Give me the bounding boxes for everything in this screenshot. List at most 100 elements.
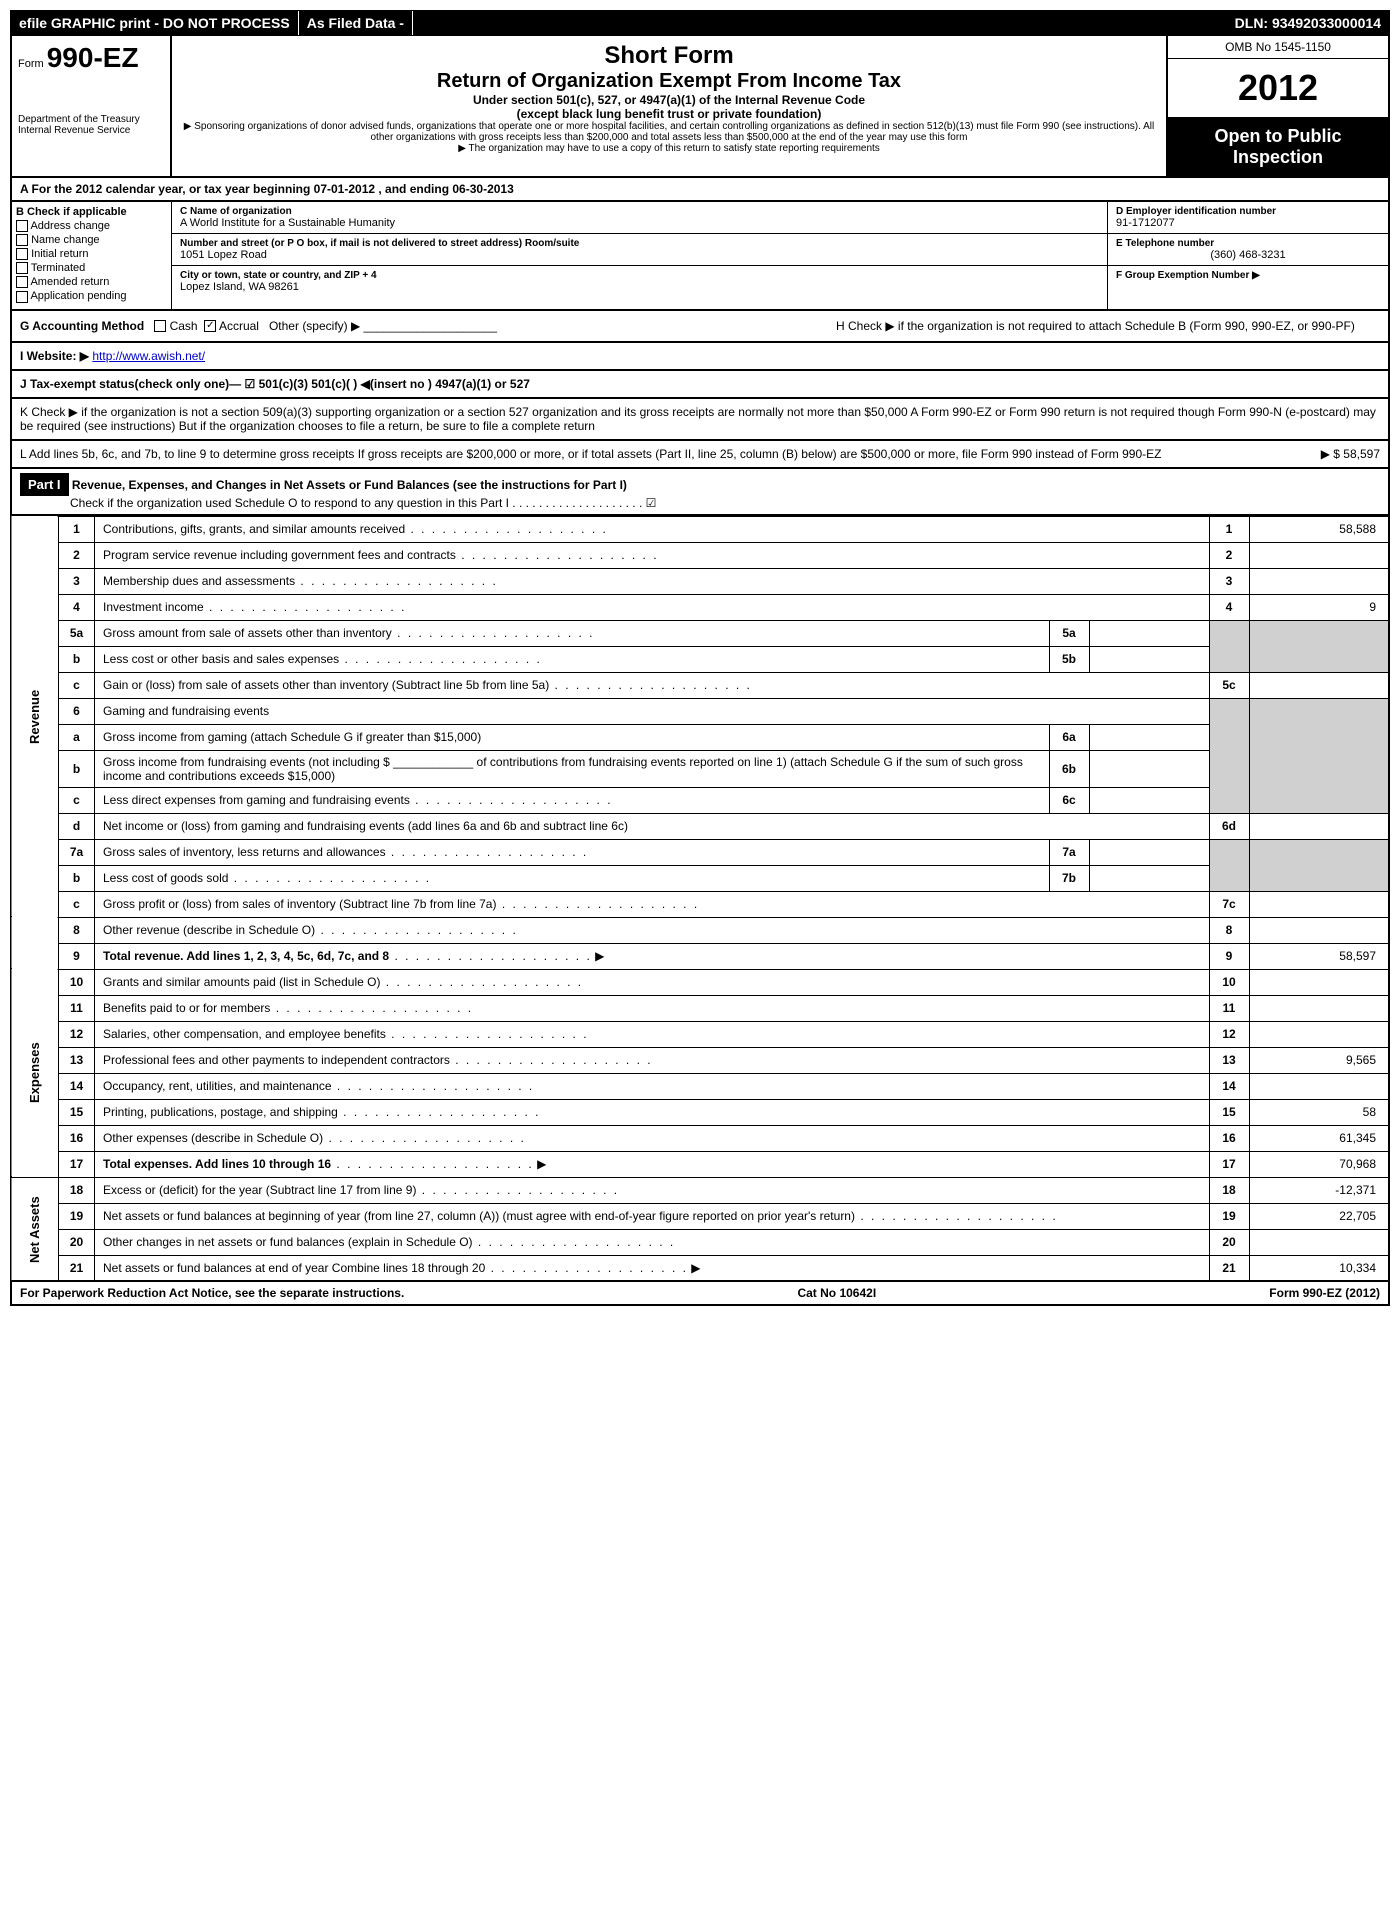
line-9: 9 Total revenue. Add lines 1, 2, 3, 4, 5… (11, 943, 1389, 969)
part-i-label: Part I (20, 473, 69, 496)
footer: For Paperwork Reduction Act Notice, see … (10, 1282, 1390, 1306)
row-j: J Tax-exempt status(check only one)— ☑ 5… (10, 371, 1390, 399)
line-16: 16 Other expenses (describe in Schedule … (11, 1125, 1389, 1151)
chk-name: Name change (16, 234, 167, 246)
section-a: A For the 2012 calendar year, or tax yea… (10, 178, 1390, 202)
section-a-text: A For the 2012 calendar year, or tax yea… (20, 182, 514, 196)
header-mid: Short Form Return of Organization Exempt… (172, 36, 1168, 176)
line-20: 20 Other changes in net assets or fund b… (11, 1229, 1389, 1255)
row-bcd: B Check if applicable Address change Nam… (10, 202, 1390, 311)
row-k: K Check ▶ if the organization is not a s… (10, 399, 1390, 441)
org-name: A World Institute for a Sustainable Huma… (180, 217, 1099, 229)
part-i-header-row: Part I Revenue, Expenses, and Changes in… (10, 469, 1390, 516)
line-1: Revenue 1 Contributions, gifts, grants, … (11, 516, 1389, 542)
line-6c: c Less direct expenses from gaming and f… (11, 787, 1389, 813)
revenue-sidelabel: Revenue (11, 516, 59, 917)
expenses-sidelabel: Expenses (11, 969, 59, 1177)
short-form-title: Short Form (182, 42, 1156, 70)
form-number: 990-EZ (47, 42, 139, 73)
line-7b: b Less cost of goods sold 7b (11, 865, 1389, 891)
part-i-title: Revenue, Expenses, and Changes in Net As… (72, 478, 627, 492)
part-i-check: Check if the organization used Schedule … (70, 496, 656, 510)
line-12: 12 Salaries, other compensation, and emp… (11, 1021, 1389, 1047)
acct-method-label: G Accounting Method (20, 319, 144, 333)
subtitle-2: (except black lung benefit trust or priv… (182, 107, 1156, 121)
website-label: I Website: ▶ (20, 349, 89, 363)
dept-treasury: Department of the Treasury (18, 114, 164, 125)
column-c: C Name of organization A World Institute… (172, 202, 1108, 309)
footer-mid: Cat No 10642I (797, 1286, 876, 1300)
row-g: G Accounting Method Cash ✓ Accrual Other… (20, 319, 836, 333)
note-1: ▶ Sponsoring organizations of donor advi… (182, 121, 1156, 143)
ein-row: D Employer identification number 91-1712… (1108, 202, 1388, 234)
topbar: efile GRAPHIC print - DO NOT PROCESS As … (10, 10, 1390, 36)
org-name-row: C Name of organization A World Institute… (172, 202, 1107, 234)
org-name-label: C Name of organization (180, 206, 1099, 217)
ein: 91-1712077 (1116, 217, 1380, 229)
tel: (360) 468-3231 (1116, 249, 1380, 261)
return-title: Return of Organization Exempt From Incom… (182, 70, 1156, 93)
line-11: 11 Benefits paid to or for members 11 (11, 995, 1389, 1021)
line-5b: b Less cost or other basis and sales exp… (11, 646, 1389, 672)
chk-pending: Application pending (16, 290, 167, 302)
tax-exempt-text: J Tax-exempt status(check only one)— ☑ 5… (20, 377, 530, 391)
row-gh: G Accounting Method Cash ✓ Accrual Other… (10, 311, 1390, 343)
subtitle-1: Under section 501(c), 527, or 4947(a)(1)… (182, 93, 1156, 107)
header-left: Form 990-EZ Department of the Treasury I… (12, 36, 172, 176)
street: 1051 Lopez Road (180, 249, 1099, 261)
row-h: H Check ▶ if the organization is not req… (836, 319, 1380, 333)
line-8: 8 Other revenue (describe in Schedule O)… (11, 917, 1389, 943)
city-row: City or town, state or country, and ZIP … (172, 266, 1107, 298)
netassets-sidelabel: Net Assets (11, 1177, 59, 1281)
header-right: OMB No 1545-1150 2012 Open to Public Ins… (1168, 36, 1388, 176)
omb-number: OMB No 1545-1150 (1168, 36, 1388, 59)
city-label: City or town, state or country, and ZIP … (180, 270, 1099, 281)
footer-left: For Paperwork Reduction Act Notice, see … (20, 1286, 404, 1300)
asfiled-label: As Filed Data - (299, 11, 413, 35)
line-15: 15 Printing, publications, postage, and … (11, 1099, 1389, 1125)
column-d: D Employer identification number 91-1712… (1108, 202, 1388, 309)
footer-right: Form 990-EZ (2012) (1269, 1286, 1380, 1300)
line-2: 2 Program service revenue including gove… (11, 542, 1389, 568)
group-label: F Group Exemption Number ▶ (1116, 270, 1380, 281)
form-prefix: Form (18, 58, 44, 70)
chk-address: Address change (16, 220, 167, 232)
row-l-text: L Add lines 5b, 6c, and 7b, to line 9 to… (20, 447, 1161, 461)
website-link[interactable]: http://www.awish.net/ (92, 349, 205, 363)
city: Lopez Island, WA 98261 (180, 281, 1099, 293)
form-header: Form 990-EZ Department of the Treasury I… (10, 36, 1390, 178)
line-19: 19 Net assets or fund balances at beginn… (11, 1203, 1389, 1229)
line-6a: a Gross income from gaming (attach Sched… (11, 724, 1389, 750)
line-14: 14 Occupancy, rent, utilities, and maint… (11, 1073, 1389, 1099)
column-b: B Check if applicable Address change Nam… (12, 202, 172, 309)
line-18: Net Assets 18 Excess or (deficit) for th… (11, 1177, 1389, 1203)
chk-initial: Initial return (16, 248, 167, 260)
street-row: Number and street (or P O box, if mail i… (172, 234, 1107, 266)
line-21: 21 Net assets or fund balances at end of… (11, 1255, 1389, 1281)
row-l: L Add lines 5b, 6c, and 7b, to line 9 to… (10, 441, 1390, 469)
accrual-checkbox[interactable]: ✓ (204, 320, 216, 332)
line-4: 4 Investment income 4 9 (11, 594, 1389, 620)
cash-checkbox[interactable] (154, 320, 166, 332)
tax-year: 2012 (1168, 59, 1388, 118)
line-6d: d Net income or (loss) from gaming and f… (11, 813, 1389, 839)
line-7a: 7a Gross sales of inventory, less return… (11, 839, 1389, 865)
col-b-label: B Check if applicable (16, 206, 127, 218)
line-10: Expenses 10 Grants and similar amounts p… (11, 969, 1389, 995)
tel-label: E Telephone number (1116, 238, 1380, 249)
line-5c: c Gain or (loss) from sale of assets oth… (11, 672, 1389, 698)
line-table: Revenue 1 Contributions, gifts, grants, … (10, 516, 1390, 1283)
chk-amended: Amended return (16, 276, 167, 288)
line-3: 3 Membership dues and assessments 3 (11, 568, 1389, 594)
ein-label: D Employer identification number (1116, 206, 1380, 217)
line-6b: b Gross income from fundraising events (… (11, 750, 1389, 787)
dln-label: DLN: 93492033000014 (1227, 11, 1389, 35)
note-2: ▶ The organization may have to use a cop… (182, 143, 1156, 154)
line-13: 13 Professional fees and other payments … (11, 1047, 1389, 1073)
tel-row: E Telephone number (360) 468-3231 (1108, 234, 1388, 266)
open-to-public: Open to Public Inspection (1168, 118, 1388, 176)
row-l-amount: ▶ $ 58,597 (1321, 447, 1380, 461)
line-17: 17 Total expenses. Add lines 10 through … (11, 1151, 1389, 1177)
line-7c: c Gross profit or (loss) from sales of i… (11, 891, 1389, 917)
line-6: 6 Gaming and fundraising events (11, 698, 1389, 724)
